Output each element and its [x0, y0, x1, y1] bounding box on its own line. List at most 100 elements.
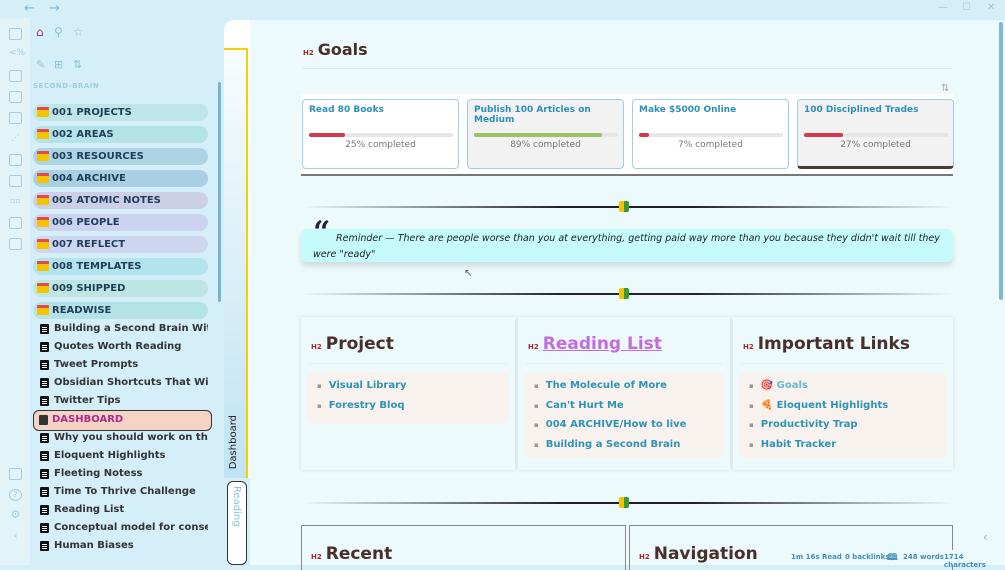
project-link[interactable]: Visual Library — [317, 376, 509, 396]
folder-tail — [202, 280, 216, 297]
file-item[interactable]: Building a Second Brain With O... — [38, 321, 208, 337]
folder-item[interactable]: 007 REFLECT — [33, 236, 216, 253]
link-productivity-trap[interactable]: Productivity Trap — [749, 415, 947, 435]
goal-card[interactable]: 100 Disciplined Trades 27% completed — [797, 99, 954, 169]
sort-icon[interactable]: ⇅ — [73, 58, 83, 71]
link-goals[interactable]: 🎯 Goals — [749, 376, 947, 396]
folder-item[interactable]: 008 TEMPLATES — [33, 258, 216, 275]
goal-progress-fill — [474, 133, 603, 137]
terminal-icon[interactable] — [9, 175, 22, 187]
book-icon[interactable]: 🕮 — [887, 553, 898, 563]
folder-item[interactable]: 009 SHIPPED — [33, 280, 216, 297]
folder-item[interactable]: 003 RESOURCES — [33, 148, 216, 165]
goal-card[interactable]: Read 80 Books 25% completed — [302, 99, 459, 169]
reading-link[interactable]: 004 ARCHIVE/How to live — [534, 415, 724, 435]
folder-item[interactable]: 001 PROJECTS — [33, 104, 216, 121]
back-arrow-icon[interactable]: ← — [24, 1, 35, 16]
close-icon[interactable]: ✕ — [987, 2, 996, 13]
reading-link[interactable]: Can't Hurt Me — [534, 396, 724, 416]
important-links-title: Important Links — [757, 334, 910, 354]
book-icon[interactable] — [9, 70, 22, 82]
folder-tail — [202, 302, 216, 319]
calendar-icon[interactable] — [9, 238, 22, 250]
reading-link[interactable]: Building a Second Brain — [534, 435, 724, 455]
dice-icon[interactable] — [9, 217, 22, 229]
file-icon — [40, 342, 49, 353]
minimize-icon[interactable]: — — [938, 2, 948, 13]
folder-icon — [37, 151, 49, 161]
goal-card[interactable]: Publish 100 Articles on Medium 89% comple… — [467, 99, 624, 169]
folder-icon — [37, 261, 49, 271]
goal-title: Make $5000 Online — [639, 105, 737, 115]
folder-item[interactable]: 005 ATOMIC NOTES — [33, 192, 216, 209]
folder-icon — [37, 239, 49, 249]
sidebar-scrollbar[interactable] — [218, 82, 221, 302]
file-item[interactable]: Why you should work on the in... — [38, 430, 208, 446]
graph-icon[interactable]: ⋰ — [11, 133, 20, 142]
file-item[interactable]: Twitter Tips — [38, 393, 208, 409]
tab-reading[interactable]: Reading — [227, 481, 247, 565]
file-icon — [40, 432, 49, 443]
folder-item[interactable]: 002 AREAS — [33, 126, 216, 143]
grid-icon[interactable]: ▫▫ — [10, 196, 21, 205]
file-icon — [40, 505, 49, 515]
goal-card[interactable]: Make $5000 Online 7% completed — [632, 99, 789, 169]
sort-icon[interactable]: ⇅ — [941, 83, 950, 94]
folder-tail — [202, 192, 216, 209]
file-label: Quotes Worth Reading — [54, 341, 182, 353]
file-item-dashboard[interactable]: DASHBOARD — [33, 410, 212, 431]
new-folder-icon[interactable]: ⊞ — [54, 58, 64, 71]
quote-text: Reminder — There are people worse than y… — [313, 233, 940, 260]
templater-icon[interactable]: <% — [9, 48, 26, 58]
new-note-icon[interactable]: ✎ — [36, 58, 46, 71]
expand-right-sidebar-icon[interactable]: ‹ — [983, 530, 988, 544]
folder-icon — [37, 217, 49, 227]
vault-icon[interactable] — [9, 468, 22, 480]
important-links-list: 🎯 Goals 🍕 Eloquent Highlights Productivi… — [739, 372, 947, 458]
quote-icon: “ — [313, 215, 331, 250]
folder-item[interactable]: READWISE — [33, 302, 216, 319]
forward-arrow-icon[interactable]: → — [49, 1, 60, 16]
help-icon[interactable]: ? — [9, 489, 22, 501]
file-item[interactable]: Obsidian Shortcuts That Will Bl... — [38, 375, 208, 391]
project-link[interactable]: Forestry Bloq — [317, 396, 509, 416]
home-icon[interactable]: ⌂ — [36, 25, 44, 39]
reading-link[interactable]: The Molecule of More — [534, 376, 724, 396]
file-item[interactable]: Conceptual model for conserva... — [38, 520, 208, 536]
file-item[interactable]: Tweet Prompts — [38, 357, 208, 373]
quote-callout: “ Reminder — There are people worse than… — [301, 215, 953, 262]
heading-level-tag: H2 — [311, 343, 322, 351]
collapse-icon[interactable]: ‹ — [13, 529, 18, 542]
folder-icon — [37, 107, 49, 117]
reading-list-link[interactable]: Reading List — [542, 334, 662, 354]
folder-icon — [37, 129, 49, 139]
file-item[interactable]: Fleeting Notess — [38, 466, 208, 482]
folder-label: 008 TEMPLATES — [52, 261, 142, 272]
goal-progress-label: 7% completed — [678, 140, 743, 150]
link-eloquent-highlights[interactable]: 🍕 Eloquent Highlights — [749, 396, 947, 416]
maximize-icon[interactable]: ☐ — [962, 2, 971, 13]
search-icon[interactable]: ⚲ — [54, 25, 63, 39]
folder-icon — [37, 195, 49, 205]
folder-label: 002 AREAS — [52, 129, 114, 140]
folder-item[interactable]: 004 ARCHIVE — [33, 170, 216, 187]
file-label: Obsidian Shortcuts That Will Bl... — [54, 377, 208, 389]
file-item[interactable]: Reading List — [38, 502, 208, 518]
folder-item[interactable]: 006 PEOPLE — [33, 214, 216, 231]
goal-title: 100 Disciplined Trades — [804, 105, 919, 115]
file-item[interactable]: Quotes Worth Reading — [38, 339, 208, 355]
settings-icon[interactable]: ⚙ — [10, 508, 21, 521]
calendar-check-icon[interactable] — [9, 154, 22, 166]
file-item[interactable]: Human Biases — [38, 538, 208, 554]
backlinks-count[interactable]: 0 backlinks — [845, 553, 890, 561]
table-icon[interactable] — [9, 28, 22, 40]
main-scrollbar[interactable] — [999, 22, 1003, 300]
file-search-icon[interactable] — [9, 112, 22, 124]
star-icon[interactable]: ☆ — [73, 25, 84, 39]
link-habit-tracker[interactable]: Habit Tracker — [749, 435, 947, 455]
file-label: Twitter Tips — [54, 395, 121, 407]
home-icon[interactable] — [9, 91, 22, 103]
file-item[interactable]: Time To Thrive Challenge — [38, 484, 208, 500]
file-item[interactable]: Eloquent Highlights — [38, 448, 208, 464]
beginner-leaf-icon — [619, 497, 629, 508]
